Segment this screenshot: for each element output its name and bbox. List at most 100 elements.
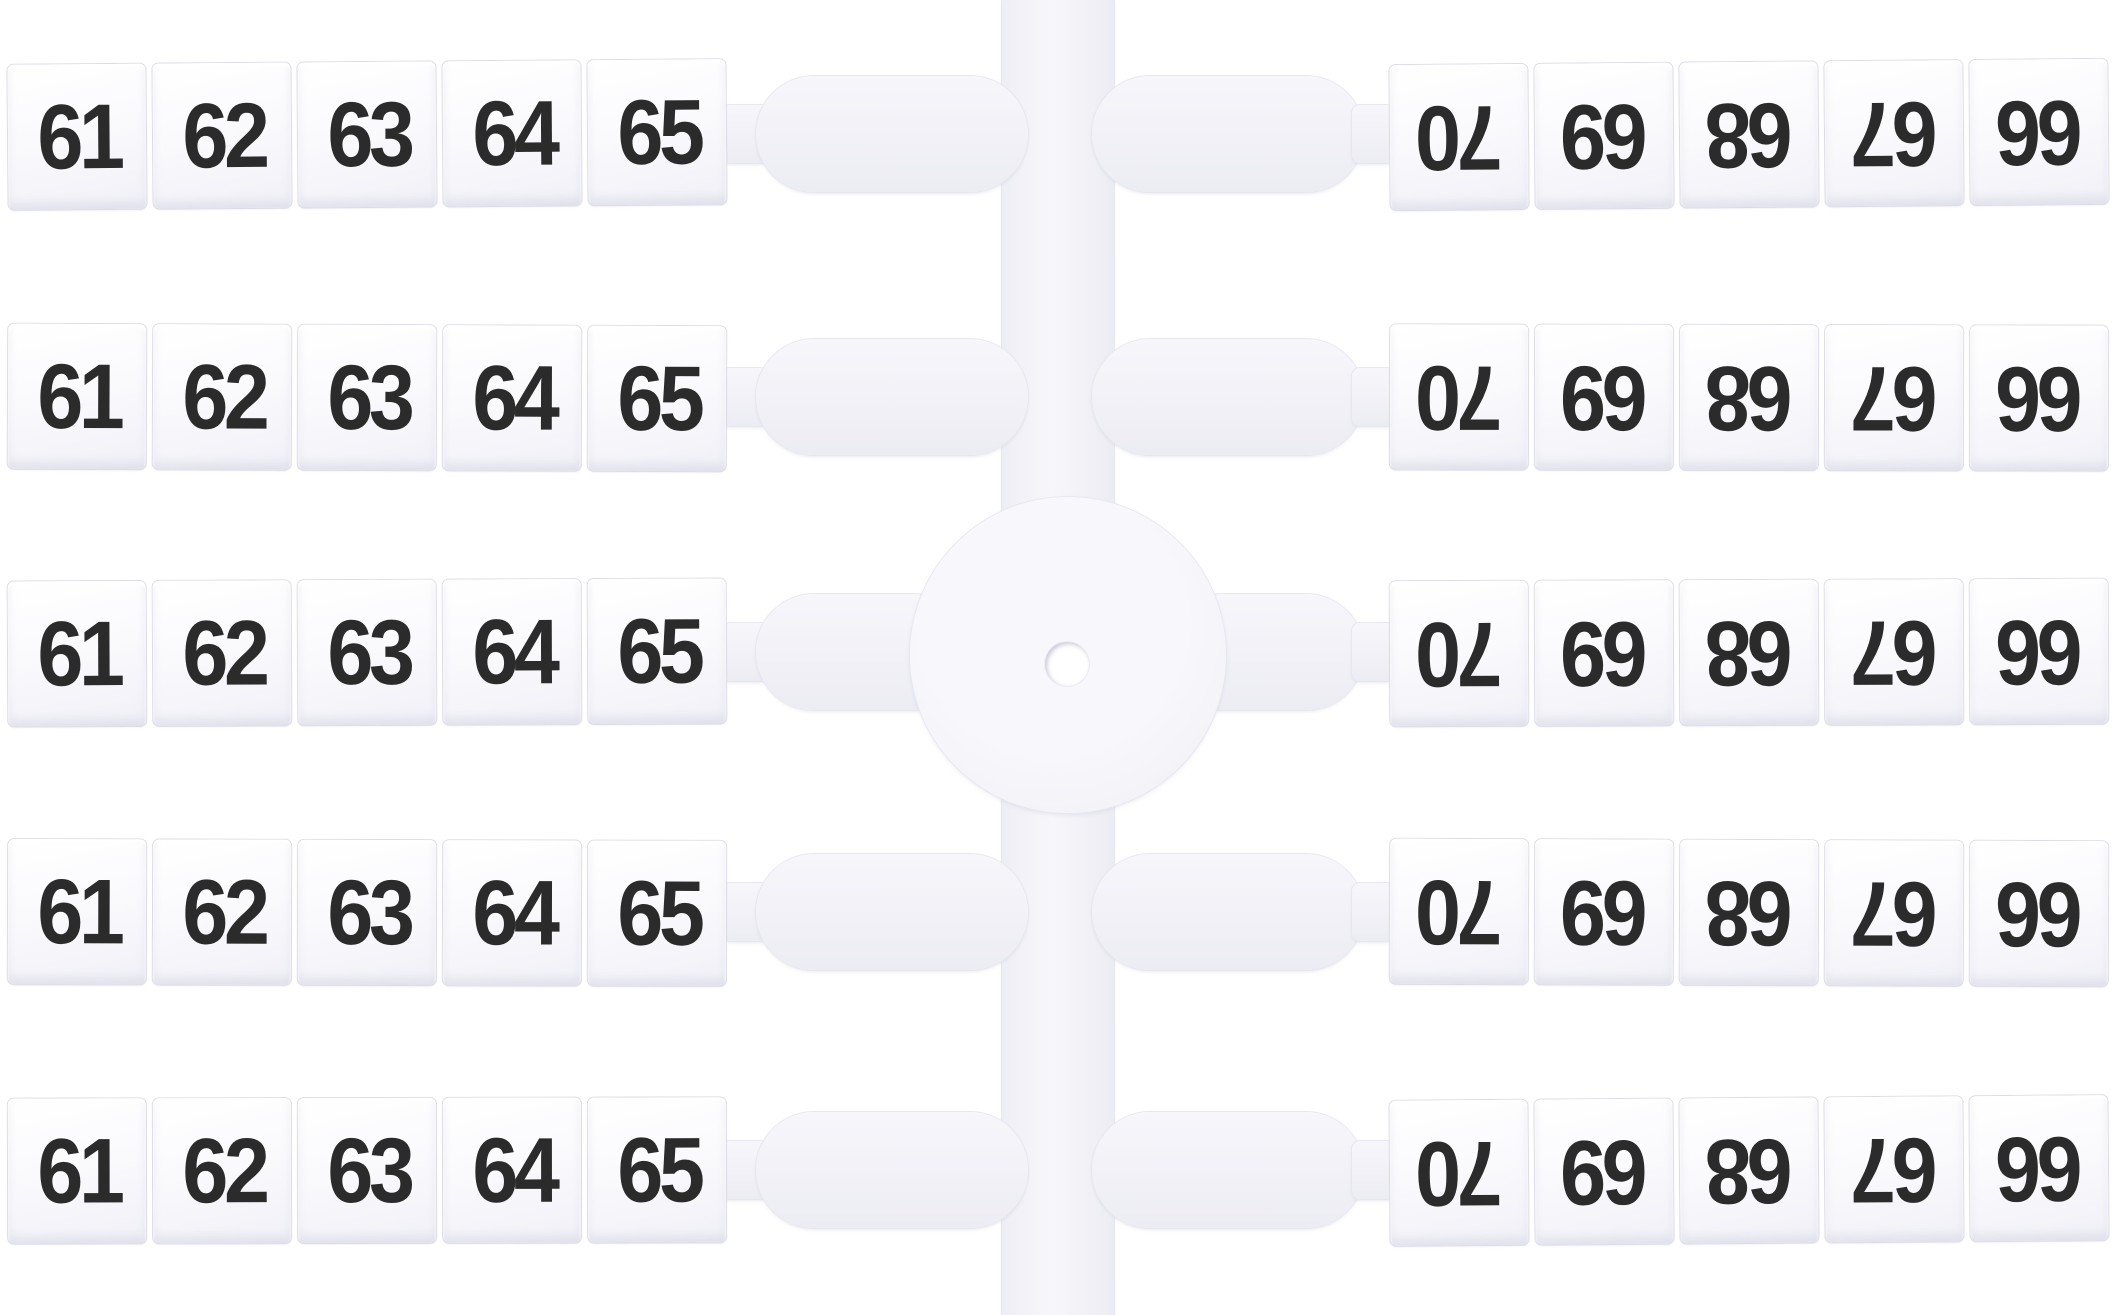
tag-label: 69 [1564, 346, 1648, 449]
marker-tag: 66 [1969, 578, 2109, 725]
marker-tag: 69 [1534, 324, 1674, 470]
tag-label: 70 [1419, 345, 1503, 449]
marker-tag: 64 [442, 60, 582, 207]
tag-label: 61 [37, 345, 121, 448]
sprue-arm-left [756, 854, 1028, 970]
marker-tag: 64 [442, 325, 582, 471]
left-marker-strip: 61 62 63 64 65 [7, 578, 727, 727]
tag-label: 64 [472, 82, 557, 185]
tag-label: 64 [472, 346, 556, 450]
tag-label: 68 [1709, 861, 1793, 964]
marker-tag: 69 [1534, 1098, 1674, 1245]
left-marker-strip: 61 62 63 64 65 [7, 59, 727, 210]
marker-row: 61 62 63 64 65 70 69 68 67 66 [0, 58, 2121, 211]
sprue-arm-right [1092, 1112, 1364, 1228]
tag-label: 66 [1999, 80, 2084, 184]
tag-label: 62 [182, 1119, 266, 1222]
tag-label: 63 [327, 83, 412, 186]
marker-tag: 63 [297, 1097, 437, 1244]
tag-label: 65 [617, 80, 702, 184]
marker-tag: 69 [1534, 580, 1674, 726]
tag-label: 66 [1999, 1116, 2084, 1220]
marker-tag: 62 [152, 580, 292, 726]
marker-tag: 70 [1389, 838, 1529, 985]
marker-tag: 70 [1389, 63, 1529, 211]
marker-tag: 66 [1969, 325, 2109, 471]
marker-tag: 69 [1534, 839, 1674, 985]
tag-label: 69 [1564, 860, 1648, 964]
right-marker-strip: 70 69 68 67 66 [1389, 324, 2109, 471]
tag-label: 68 [1709, 346, 1793, 449]
tag-label: 62 [182, 601, 267, 705]
sprue-arm-right [1092, 854, 1364, 970]
tag-label: 62 [182, 861, 266, 964]
tag-label: 69 [1564, 84, 1649, 188]
marker-tag: 61 [7, 63, 147, 210]
marker-tag: 67 [1824, 325, 1964, 471]
tag-label: 70 [1419, 860, 1503, 963]
tag-label: 67 [1854, 81, 1939, 185]
sprue-arm-left [756, 1112, 1028, 1228]
tag-label: 65 [617, 862, 701, 965]
marker-tag: 65 [587, 1097, 727, 1243]
right-marker-strip: 70 69 68 67 66 [1389, 58, 2109, 211]
tag-label: 65 [617, 347, 701, 450]
marker-tag: 68 [1679, 324, 1819, 471]
sprue-arm-right [1092, 76, 1364, 192]
marker-tag: 68 [1679, 839, 1819, 986]
sprue-neck-right [1352, 368, 1394, 426]
marker-tag: 67 [1824, 840, 1964, 986]
marker-tag: 63 [297, 324, 437, 471]
tag-label: 67 [1854, 346, 1938, 449]
marker-tag: 61 [7, 323, 147, 470]
tag-label: 63 [327, 861, 411, 964]
marker-tag: 61 [7, 839, 147, 985]
marker-tag: 68 [1679, 1097, 1819, 1244]
tag-label: 62 [182, 84, 267, 187]
tag-label: 70 [1419, 602, 1503, 705]
tag-label: 69 [1564, 1120, 1649, 1223]
marker-tag: 66 [1969, 58, 2109, 206]
sprue-neck-right [1352, 623, 1394, 681]
left-marker-strip: 61 62 63 64 65 [7, 839, 727, 986]
marker-tag: 67 [1824, 1096, 1964, 1243]
tag-label: 61 [37, 860, 121, 963]
marker-tag: 62 [152, 62, 292, 209]
tag-label: 62 [182, 345, 266, 449]
marker-tag: 65 [587, 840, 727, 986]
tag-label: 66 [1999, 862, 2083, 965]
marker-tag: 65 [587, 325, 727, 472]
tag-label: 63 [327, 1119, 411, 1222]
sprue-arm-right [1092, 339, 1364, 455]
tag-label: 61 [37, 1119, 121, 1223]
tag-label: 67 [1854, 861, 1938, 965]
tag-label: 66 [1999, 600, 2083, 703]
marker-tag: 63 [297, 579, 437, 726]
sprue-neck-right [1352, 1141, 1394, 1199]
tag-label: 65 [617, 600, 702, 703]
marker-tag: 66 [1969, 840, 2109, 987]
marker-tag: 64 [442, 579, 582, 725]
marker-row: 61 62 63 64 65 70 69 68 67 66 [0, 838, 2121, 987]
marker-tag: 69 [1534, 62, 1674, 209]
marker-tag: 62 [152, 1098, 292, 1244]
sprue-center-disc [910, 497, 1226, 813]
sprue-neck-right [1352, 105, 1394, 163]
tag-label: 63 [327, 346, 411, 449]
marker-tag: 66 [1969, 1095, 2109, 1242]
marker-tag: 63 [297, 839, 437, 986]
sprue-arm-left [756, 339, 1028, 455]
sprue-neck-right [1352, 883, 1394, 941]
marker-tag: 68 [1679, 61, 1819, 208]
marker-tag: 70 [1389, 1099, 1529, 1246]
tag-label: 66 [1999, 346, 2083, 450]
tag-label: 61 [37, 602, 122, 705]
marker-row: 61 62 63 64 65 70 69 68 67 66 [0, 323, 2121, 472]
tag-label: 64 [472, 1119, 556, 1222]
right-marker-strip: 70 69 68 67 66 [1389, 578, 2109, 727]
tag-label: 67 [1854, 1118, 1939, 1221]
tag-label: 67 [1854, 600, 1938, 704]
sprue-center-hole-icon [1045, 642, 1089, 686]
marker-tag: 63 [297, 61, 437, 208]
